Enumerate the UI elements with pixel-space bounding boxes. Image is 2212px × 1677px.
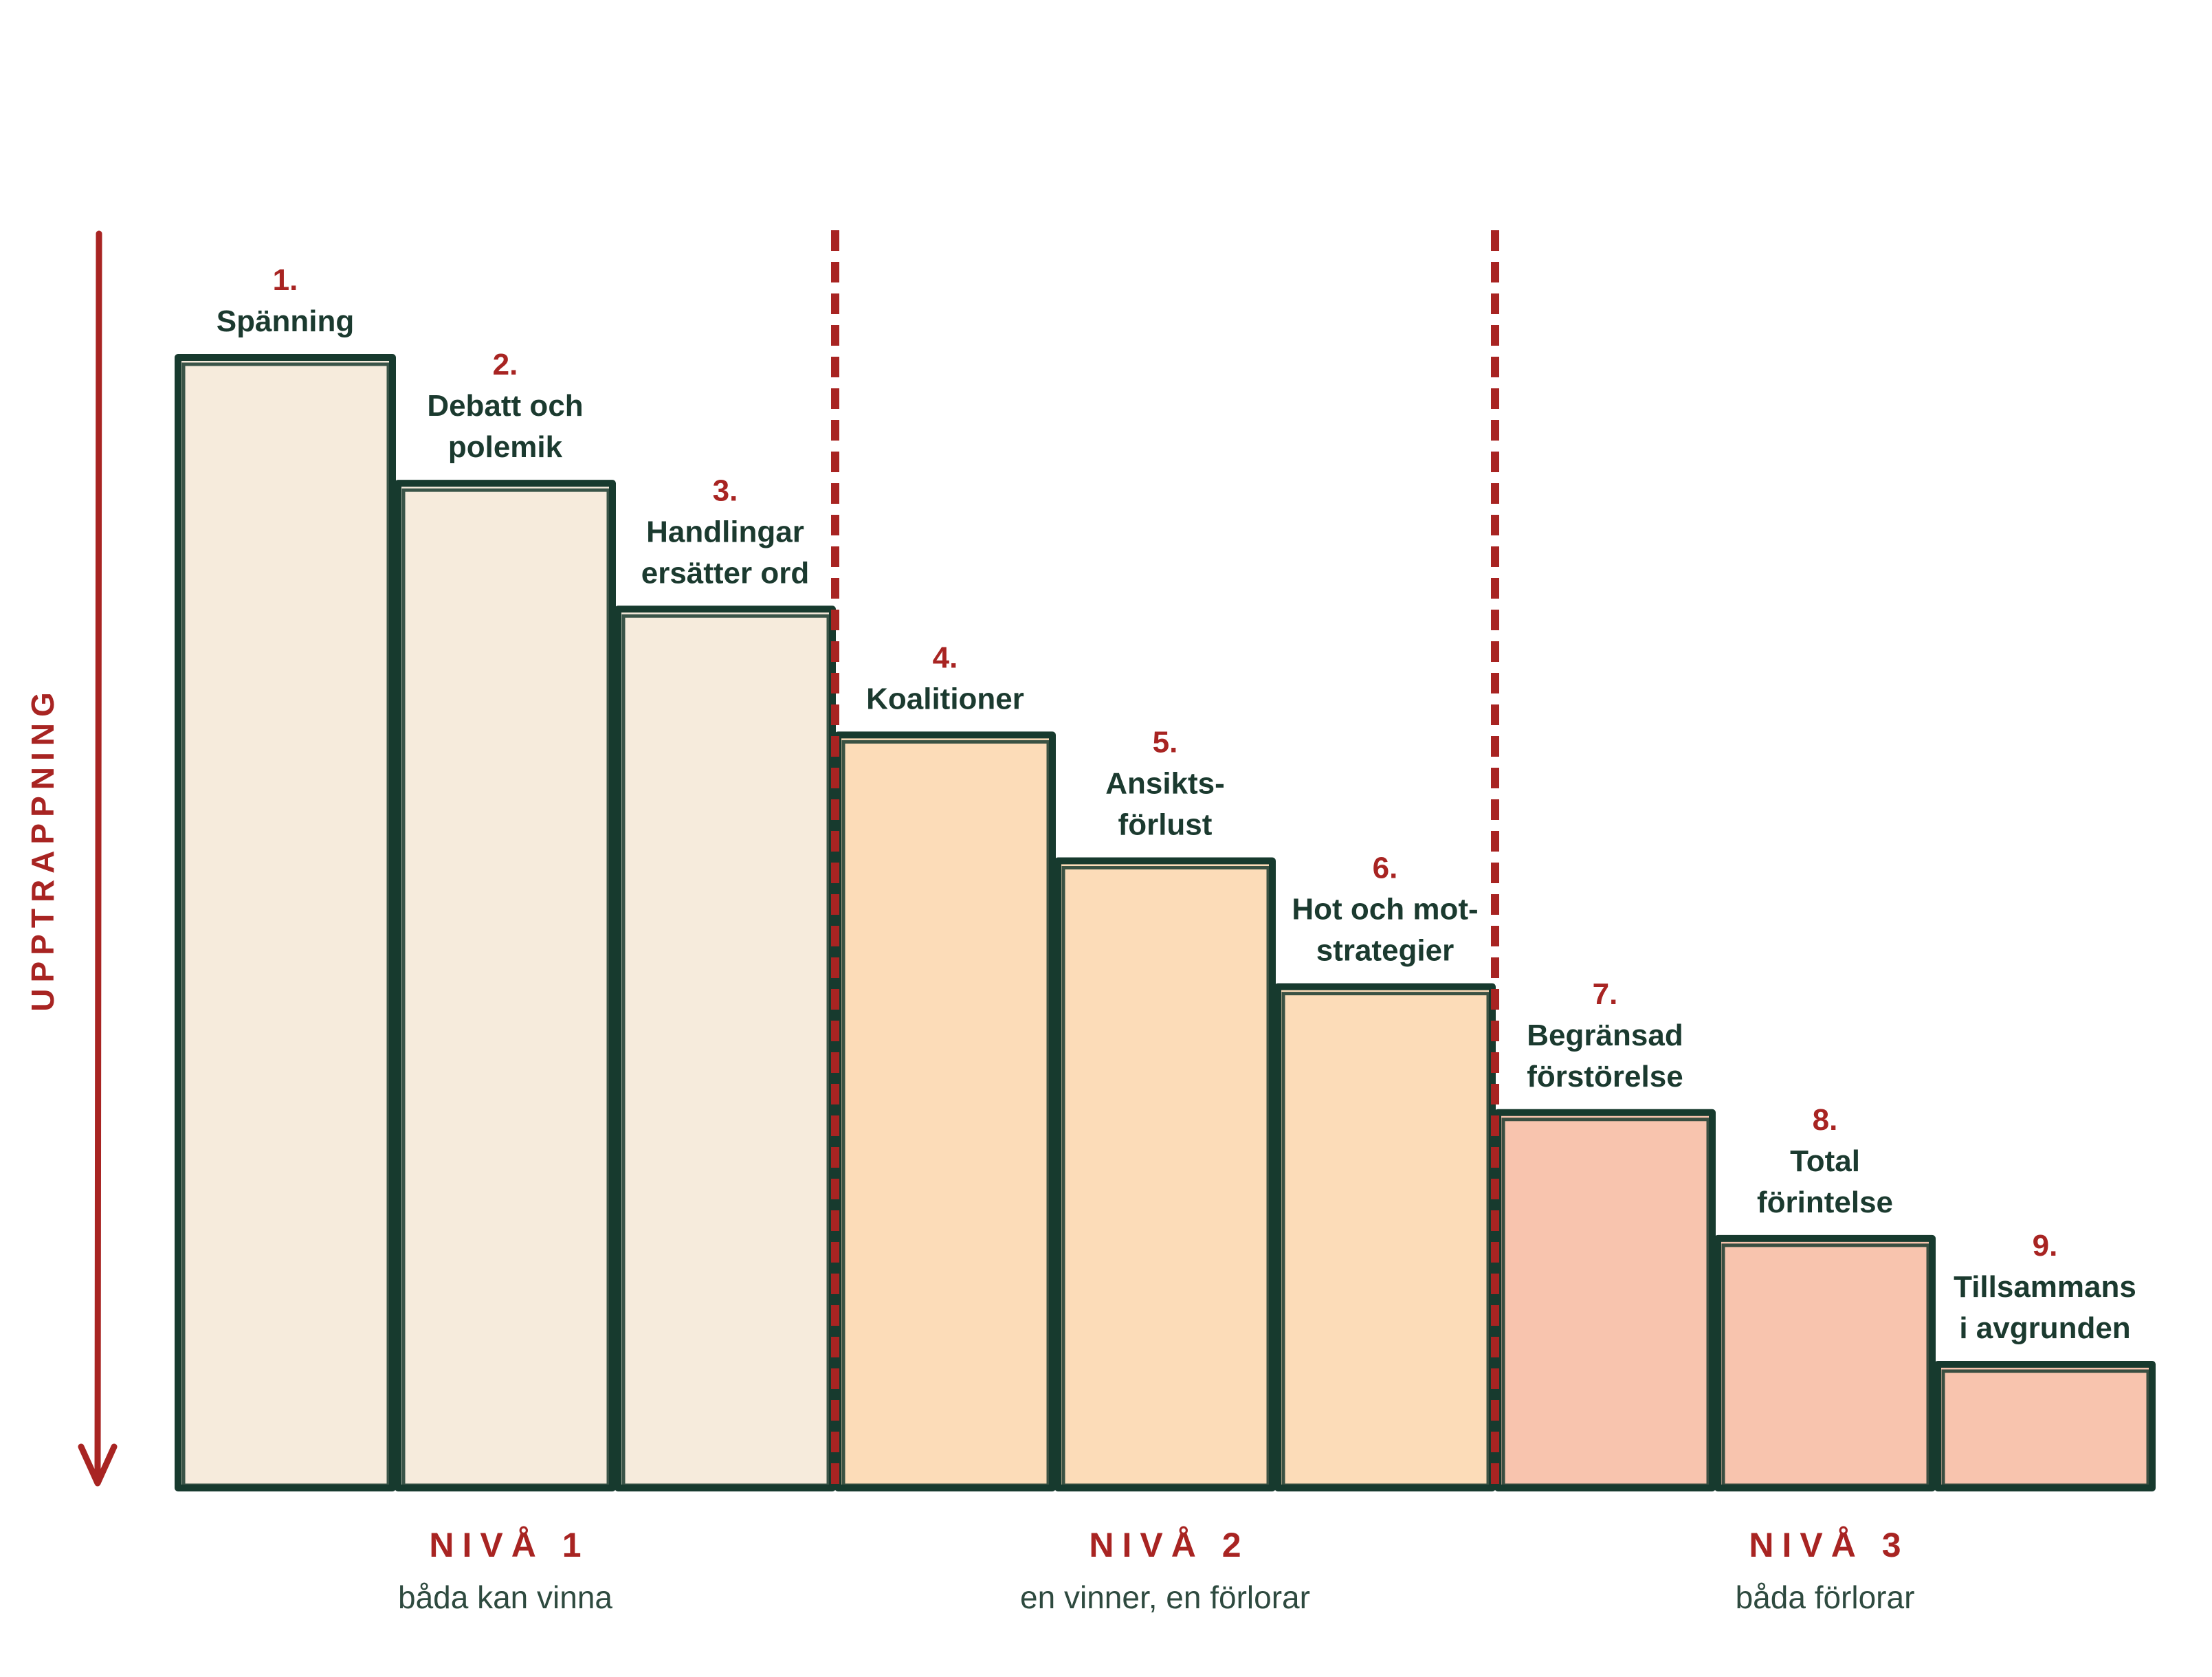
- bar-rect-9: [1934, 1361, 2156, 1491]
- bar-rect-2: [395, 480, 616, 1491]
- bar-rect-1: [175, 354, 396, 1491]
- step-number-2: 2.: [493, 348, 518, 381]
- step-label-3: 3. Handlingar ersätter ord: [641, 474, 810, 590]
- bar-sketch-8: [1721, 1243, 1930, 1487]
- step-label-2: 2. Debatt och polemik: [427, 348, 583, 464]
- step-label-line-7-1: Begränsad: [1527, 1019, 1683, 1052]
- bar-3: [615, 606, 836, 1491]
- bar-sketch-3: [621, 614, 830, 1487]
- bar-6: [1274, 983, 1496, 1491]
- step-number-8: 8.: [1813, 1103, 1838, 1137]
- step-labels: 1. Spänning 2. Debatt och polemik 3. Handlinga…: [217, 263, 2136, 1345]
- step-label-line-1-1: Spänning: [217, 304, 354, 338]
- level-caption-3: NIVÅ 3 båda förlorar: [1736, 1526, 1915, 1615]
- bar-sketch-5: [1061, 866, 1270, 1487]
- step-label-6: 6. Hot och mot-strategier: [1292, 852, 1478, 968]
- step-number-9: 9.: [2033, 1229, 2058, 1263]
- bar-1: [175, 354, 396, 1491]
- step-label-line-9-1: Tillsammans: [1954, 1270, 2136, 1304]
- bar-sketch-2: [401, 488, 610, 1487]
- bar-8: [1714, 1234, 1936, 1491]
- step-label-line-6-2: strategier: [1316, 934, 1455, 968]
- step-label-1: 1. Spänning: [217, 263, 354, 338]
- bars: [175, 354, 2156, 1491]
- step-number-3: 3.: [713, 474, 738, 507]
- bar-rect-6: [1274, 983, 1496, 1491]
- bar-rect-5: [1054, 857, 1276, 1491]
- step-number-1: 1.: [273, 263, 298, 297]
- step-number-4: 4.: [933, 641, 958, 674]
- step-label-line-2-2: polemik: [448, 430, 563, 464]
- step-label-line-9-2: i avgrunden: [1959, 1311, 2130, 1345]
- bar-sketch-7: [1501, 1118, 1710, 1487]
- step-label-line-3-2: ersätter ord: [641, 556, 810, 590]
- bar-rect-8: [1714, 1234, 1936, 1491]
- level-title-1: NIVÅ 1: [429, 1526, 589, 1564]
- level-dividers: [831, 230, 1499, 1491]
- step-label-line-7-2: förstörelse: [1527, 1060, 1683, 1093]
- bar-sketch-6: [1281, 992, 1490, 1487]
- step-label-line-5-2: förlust: [1118, 808, 1213, 842]
- level-subtitle-3: båda förlorar: [1736, 1579, 1915, 1615]
- step-number-7: 7.: [1593, 977, 1618, 1011]
- bar-rect-4: [834, 731, 1056, 1491]
- step-label-line-3-1: Handlingar: [646, 515, 804, 548]
- step-label-line-8-1: Total: [1790, 1144, 1860, 1178]
- arrow-head-icon: [78, 1443, 118, 1487]
- level-subtitle-1: båda kan vinna: [398, 1579, 612, 1615]
- axis-label: UPPTRAPPNING: [25, 686, 60, 1011]
- level-subtitle-2: en vinner, en förlorar: [1020, 1579, 1310, 1615]
- step-number-6: 6.: [1373, 852, 1398, 885]
- step-label-line-4-1: Koalitioner: [866, 682, 1024, 715]
- bar-rect-3: [615, 606, 836, 1491]
- bar-7: [1494, 1109, 1716, 1491]
- step-label-8: 8. Total förintelse: [1757, 1103, 1893, 1219]
- bar-5: [1054, 857, 1276, 1491]
- step-label-line-5-1: Ansikts-: [1105, 767, 1225, 801]
- level-caption-1: NIVÅ 1 båda kan vinna: [398, 1526, 612, 1615]
- bar-sketch-1: [181, 362, 390, 1487]
- bar-sketch-9: [1941, 1369, 2150, 1487]
- step-label-line-2-1: Debatt och: [427, 389, 583, 423]
- step-label-4: 4. Koalitioner: [866, 641, 1024, 715]
- bar-2: [395, 480, 616, 1491]
- step-label-5: 5. Ansikts-förlust: [1105, 726, 1225, 842]
- step-label-line-6-1: Hot och mot-: [1292, 893, 1478, 926]
- step-label-7: 7. Begränsad förstörelse: [1527, 977, 1683, 1093]
- step-number-5: 5.: [1153, 726, 1178, 759]
- bar-9: [1934, 1361, 2156, 1491]
- bar-rect-7: [1494, 1109, 1716, 1491]
- escalation-arrow: [94, 230, 102, 1481]
- level-caption-2: NIVÅ 2 en vinner, en förlorar: [1020, 1526, 1310, 1615]
- level-title-2: NIVÅ 2: [1089, 1526, 1249, 1564]
- step-label-9: 9. Tillsammans i avgrunden: [1954, 1229, 2136, 1345]
- level-title-3: NIVÅ 3: [1749, 1526, 1909, 1564]
- level-captions: NIVÅ 1 båda kan vinna NIVÅ 2 en vinner, en …: [398, 1526, 1914, 1615]
- bar-sketch-4: [841, 740, 1050, 1487]
- bar-4: [834, 731, 1056, 1491]
- step-label-line-8-2: förintelse: [1757, 1186, 1893, 1219]
- escalation-axis: UPPTRAPPNING: [25, 230, 118, 1487]
